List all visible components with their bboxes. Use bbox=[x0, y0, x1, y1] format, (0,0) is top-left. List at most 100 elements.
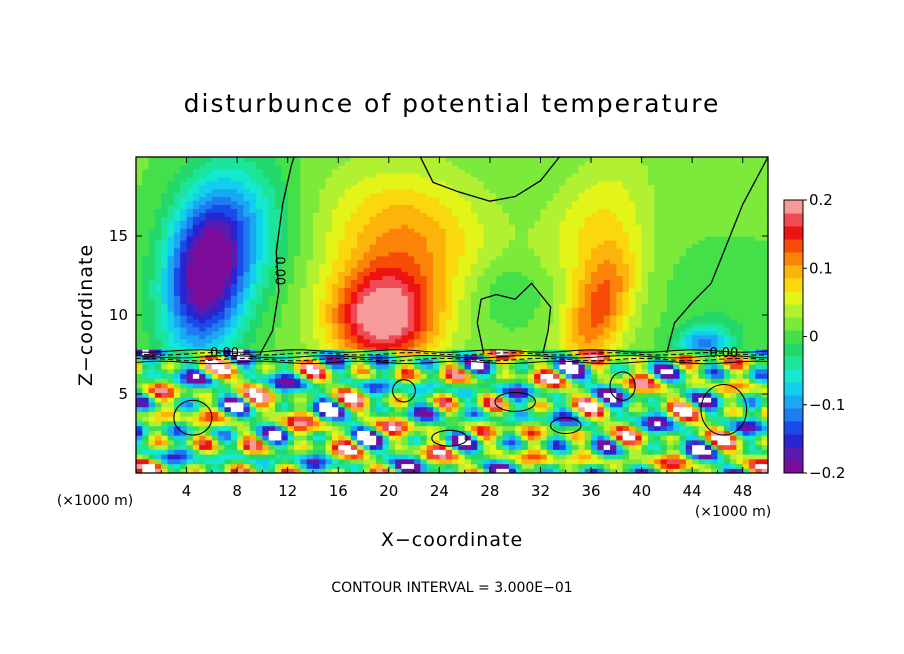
field-cell bbox=[578, 287, 586, 292]
field-cell bbox=[401, 192, 409, 198]
field-cell bbox=[369, 180, 377, 186]
field-cell bbox=[407, 239, 415, 245]
field-cell bbox=[496, 157, 504, 162]
field-cell bbox=[312, 315, 320, 320]
field-cell bbox=[161, 255, 169, 261]
field-cell bbox=[407, 184, 415, 190]
field-cell bbox=[597, 192, 605, 198]
field-cell bbox=[256, 255, 263, 261]
field-cell bbox=[452, 303, 459, 308]
field-cell bbox=[275, 157, 282, 162]
field-cell bbox=[508, 299, 516, 304]
field-cell bbox=[414, 228, 421, 233]
field-cell bbox=[597, 200, 605, 205]
field-cell bbox=[388, 259, 396, 265]
field-cell bbox=[679, 228, 687, 233]
field-cell bbox=[458, 322, 466, 328]
field-cell bbox=[414, 315, 421, 320]
field-cell bbox=[761, 311, 768, 316]
field-cell bbox=[464, 236, 472, 241]
field-cell bbox=[477, 239, 485, 245]
field-cell bbox=[262, 291, 270, 296]
field-cell bbox=[502, 243, 510, 249]
field-cell bbox=[294, 160, 301, 166]
field-cell bbox=[420, 239, 428, 245]
field-cell bbox=[256, 180, 263, 186]
field-cell bbox=[673, 279, 681, 284]
field-cell bbox=[464, 271, 472, 277]
field-cell bbox=[742, 247, 750, 253]
field-cell bbox=[742, 220, 750, 225]
field-cell bbox=[338, 251, 346, 257]
field-cell bbox=[173, 172, 181, 178]
field-cell bbox=[616, 342, 624, 348]
field-cell bbox=[357, 338, 365, 344]
field-cell bbox=[262, 164, 270, 170]
field-cell bbox=[515, 204, 523, 209]
field-cell bbox=[692, 192, 700, 198]
field-cell bbox=[287, 283, 295, 288]
field-cell bbox=[382, 338, 390, 344]
field-cell bbox=[306, 232, 314, 237]
field-cell bbox=[647, 271, 655, 277]
field-cell bbox=[546, 164, 554, 170]
field-cell bbox=[654, 275, 662, 281]
field-cell bbox=[616, 236, 624, 241]
field-cell bbox=[300, 247, 308, 253]
field-cell bbox=[420, 315, 428, 320]
field-cell bbox=[730, 204, 737, 209]
field-cell bbox=[723, 157, 731, 162]
field-cell bbox=[496, 200, 504, 205]
field-cell bbox=[559, 307, 567, 312]
field-cell bbox=[306, 307, 314, 312]
field-cell bbox=[597, 255, 605, 261]
field-cell bbox=[527, 164, 535, 170]
field-cell bbox=[382, 160, 390, 166]
field-cell bbox=[553, 251, 561, 257]
field-cell bbox=[407, 342, 415, 348]
field-cell bbox=[685, 180, 693, 186]
field-cell bbox=[464, 255, 472, 261]
field-cell bbox=[338, 157, 346, 162]
field-cell bbox=[136, 303, 143, 308]
field-cell bbox=[357, 326, 365, 332]
field-cell bbox=[698, 334, 706, 340]
field-cell bbox=[331, 267, 339, 273]
field-cell bbox=[647, 346, 655, 352]
field-cell bbox=[717, 239, 725, 245]
field-cell bbox=[414, 322, 421, 328]
field-cell bbox=[641, 259, 649, 265]
field-cell bbox=[761, 243, 768, 249]
field-cell bbox=[477, 228, 485, 233]
field-cell bbox=[540, 287, 548, 292]
field-cell bbox=[489, 338, 497, 344]
field-cell bbox=[679, 160, 687, 166]
field-cell bbox=[496, 204, 504, 209]
field-cell bbox=[433, 220, 440, 225]
field-cell bbox=[742, 299, 750, 304]
field-cell bbox=[610, 232, 617, 237]
field-cell bbox=[540, 172, 548, 178]
field-cell bbox=[445, 291, 453, 296]
field-cell bbox=[628, 334, 636, 340]
field-cell bbox=[622, 180, 630, 186]
field-cell bbox=[211, 334, 219, 340]
field-cell bbox=[458, 232, 466, 237]
field-cell bbox=[205, 239, 213, 245]
field-cell bbox=[331, 259, 339, 265]
field-cell bbox=[711, 251, 719, 257]
field-cell bbox=[730, 243, 737, 249]
field-cell bbox=[281, 157, 289, 162]
field-cell bbox=[553, 311, 561, 316]
field-cell bbox=[350, 228, 358, 233]
field-cell bbox=[641, 255, 649, 261]
field-cell bbox=[622, 326, 630, 332]
field-cell bbox=[420, 291, 428, 296]
field-cell bbox=[249, 160, 257, 166]
field-cell bbox=[660, 184, 668, 190]
field-cell bbox=[452, 204, 459, 209]
field-cell bbox=[641, 322, 649, 328]
field-cell bbox=[584, 196, 592, 202]
field-cell bbox=[502, 338, 510, 344]
field-cell bbox=[167, 291, 175, 296]
